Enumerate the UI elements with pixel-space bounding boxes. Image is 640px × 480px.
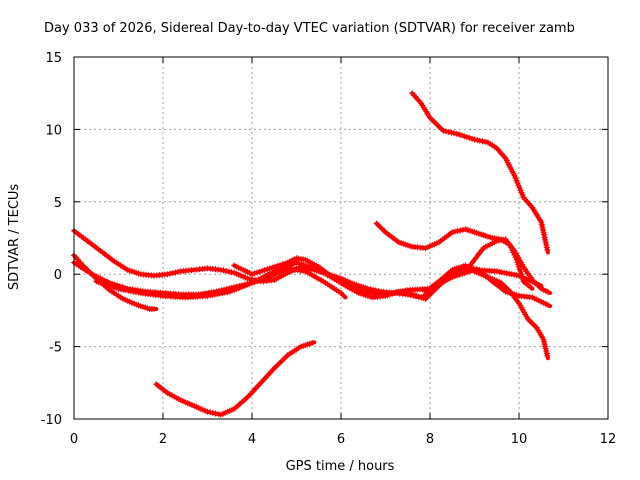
data-point [251,270,258,277]
data-point [269,264,276,271]
data-point [395,288,402,295]
series-track-line [154,340,317,417]
series-track-9 [462,236,553,295]
data-point [225,268,232,275]
data-point [474,137,481,144]
data-point [456,131,463,138]
data-point [449,229,456,236]
data-point [544,246,551,253]
y-tick-label: 10 [45,123,62,138]
data-point [440,127,447,134]
data-point [340,292,347,299]
data-point [448,129,455,136]
grid [74,57,608,419]
data-point [256,268,263,275]
data-point [476,137,483,144]
data-point [261,267,268,274]
data-point [223,268,230,274]
data-point [479,138,486,145]
series-track-line [410,91,550,255]
x-tick-label: 2 [159,432,167,447]
y-tick-label: 15 [45,51,62,66]
x-tick-label: 8 [426,432,434,447]
series-track-8 [373,220,535,291]
data-point [209,409,216,416]
data-point [309,340,316,346]
data-point [544,288,551,295]
x-tick-label: 4 [248,432,256,447]
data-point [541,231,547,238]
data-point [406,290,413,297]
data-point [466,134,473,141]
series-track-5 [231,255,553,309]
data-point [228,269,235,276]
data-point [527,284,534,291]
data-point [445,129,452,135]
data-point [457,227,464,234]
data-point [461,133,468,140]
data-point [544,352,551,359]
x-tick-label: 12 [600,432,617,447]
data-point [279,261,286,268]
data-point [544,302,551,308]
data-point [164,271,171,278]
chart-title: Day 033 of 2026, Sidereal Day-to-day VTE… [44,21,575,36]
data-point [172,269,179,276]
data-point [175,268,182,275]
data-point [220,267,227,274]
data-point [212,410,219,417]
series-track-10 [153,340,317,418]
x-axis-label: GPS time / hours [286,459,395,474]
data-series [71,90,553,418]
axis-ticks: 0 2 4 6 8 10 12 -10 -5 0 5 10 15 [41,51,617,447]
data-point [151,306,158,312]
y-tick-label: -10 [41,413,62,428]
x-tick-label: 6 [337,432,345,447]
data-point [403,290,410,297]
y-tick-label: -5 [49,341,62,356]
series-track-6 [422,262,551,361]
x-tick-label: 10 [511,432,528,447]
y-tick-label: 0 [54,268,62,283]
series-track-7 [409,90,551,255]
data-point [207,409,214,416]
data-point [401,289,408,296]
y-tick-label: 5 [54,196,62,211]
data-point [244,275,251,282]
data-point [542,239,549,246]
data-point [167,270,174,277]
data-point [274,262,281,269]
data-point [471,136,478,143]
x-tick-label: 0 [70,432,78,447]
data-point [451,228,458,235]
data-point [443,128,449,135]
y-axis-label: SDTVAR / TECUs [7,184,22,291]
